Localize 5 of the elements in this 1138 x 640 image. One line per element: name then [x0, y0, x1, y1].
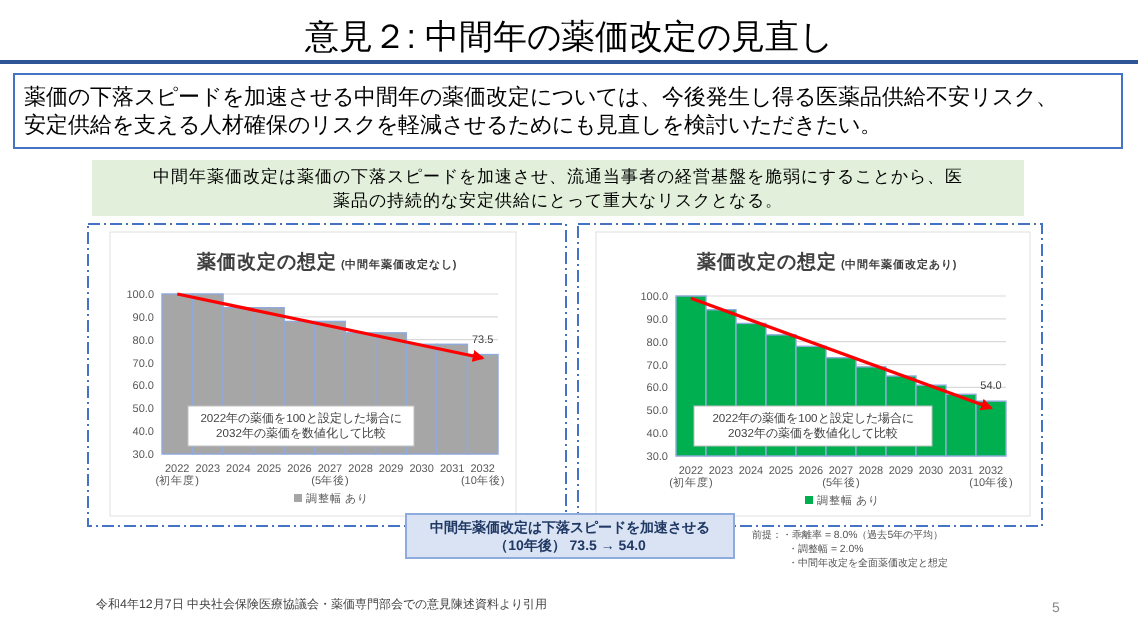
chart-title: 薬価改定の想定 [695, 250, 837, 274]
chart-title: 薬価改定の想定 [195, 250, 337, 274]
text: 薬価の下落スピードを加速させる中間年の薬価改定については、今後発生し得る医薬品供給不安リスク、安定供給を支える人材確保のリスクを軽減させるためにも見直しを検討いただきたい。 [24, 84, 1058, 138]
text: 意見２: 中間年の薬価改定の見直し [302, 18, 834, 56]
text: 中間年薬価改定は薬価の下落スピードを加速させ、流通当事者の経営基盤を脆弱にすることから、医薬品の持続的な安定供給にとって重大なリスクとなる。 [153, 166, 963, 210]
